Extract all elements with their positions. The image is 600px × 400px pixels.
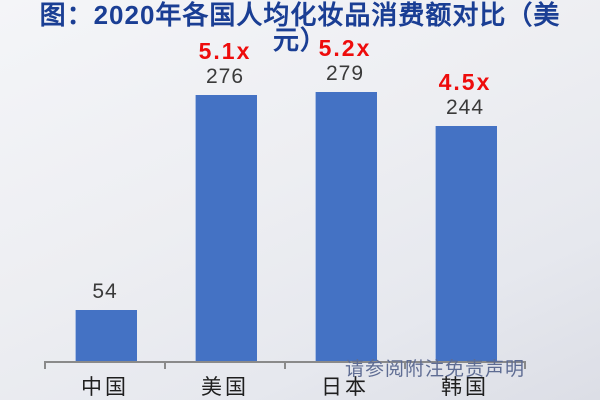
x-axis-label-2: 美国 (201, 376, 249, 399)
x-axis-tick (404, 361, 406, 369)
chart-title-line-2: 元） (272, 25, 327, 55)
chart-title: 图：2020年各国人均化妆品消费额对比（美 元） (0, 0, 600, 55)
bar-1 (75, 310, 137, 362)
x-axis-tick (284, 361, 286, 369)
bar-value-label: 244 (445, 96, 485, 119)
x-axis-tick (524, 361, 526, 369)
chart-title-line-1: 图：2020年各国人均化妆品消费额对比（美 (39, 0, 561, 30)
bar-3 (315, 92, 377, 362)
x-axis-tick (44, 361, 46, 369)
disclaimer-text: 请参阅附注免责声明 (345, 359, 526, 380)
x-axis-tick (164, 361, 166, 369)
x-axis-label-4: 韩国 (441, 376, 489, 399)
multiplier-label: 4.5x (438, 69, 492, 95)
bar-2 (195, 95, 257, 362)
bar-value-label: 54 (92, 280, 118, 303)
x-axis-label-1: 中国 (81, 376, 129, 399)
bar-value-label: 276 (205, 65, 245, 88)
bar-4 (435, 126, 497, 362)
multiplier-label: 5.2x (318, 35, 372, 61)
x-axis-label-3: 日本 (321, 376, 369, 399)
multiplier-label: 5.1x (198, 38, 252, 64)
bar-value-label: 279 (325, 62, 365, 85)
